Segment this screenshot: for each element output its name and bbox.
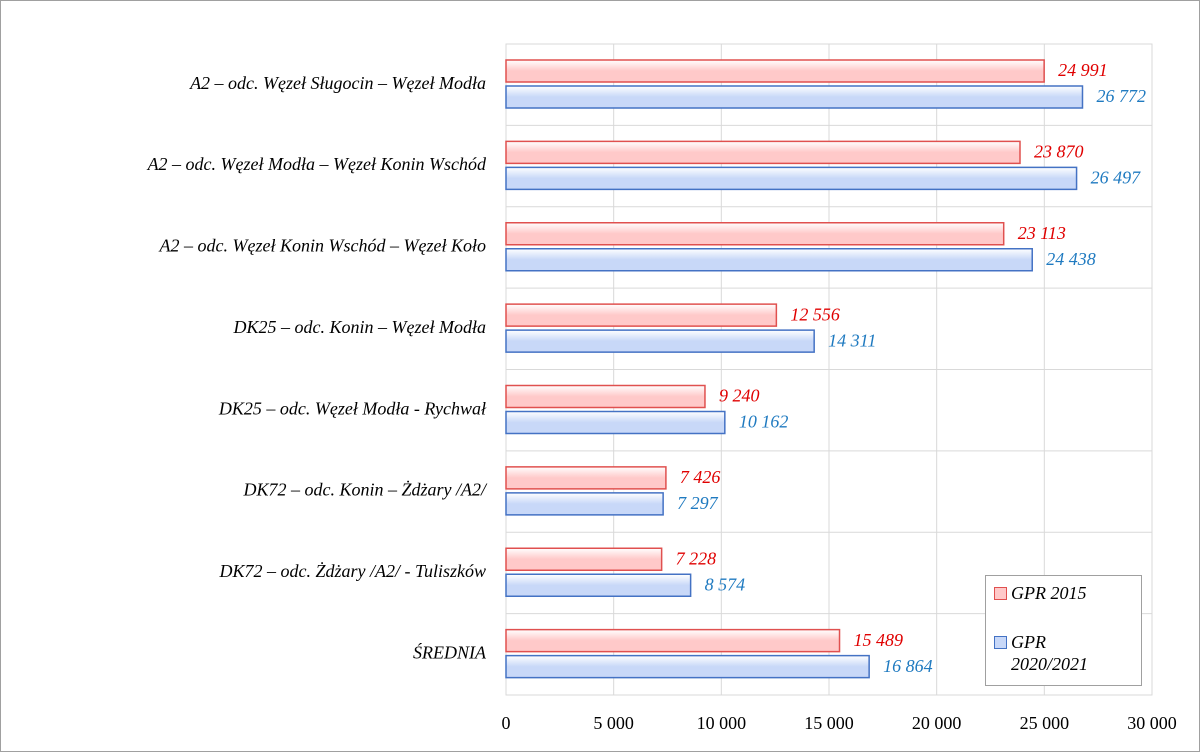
legend-item: GPR 2020/2021 xyxy=(994,631,1134,675)
value-label: 15 489 xyxy=(854,630,904,650)
value-label: 26 497 xyxy=(1091,168,1142,188)
bar xyxy=(505,654,870,679)
category-label: DK25 – odc. Węzeł Modła - Rychwał xyxy=(218,398,487,418)
category-label: DK72 – odc. Konin – Żdżary /A2/ xyxy=(242,480,488,500)
x-tick-label: 10 000 xyxy=(697,713,747,733)
bar xyxy=(505,329,815,353)
value-label: 7 297 xyxy=(677,493,719,513)
legend-label: GPR 2015 xyxy=(1011,583,1087,603)
bar xyxy=(505,573,692,597)
x-tick-label: 15 000 xyxy=(804,713,854,733)
bar xyxy=(505,85,1084,109)
bar xyxy=(505,410,726,435)
value-label: 7 426 xyxy=(680,467,721,487)
category-label: DK72 – odc. Żdżary /A2/ - Tuliszków xyxy=(218,561,486,581)
value-label: 12 556 xyxy=(790,304,840,324)
bar xyxy=(505,303,778,327)
bar xyxy=(505,492,664,516)
legend-swatch xyxy=(994,636,1007,649)
category-label: A2 – odc. Węzeł Modła – Węzeł Konin Wsch… xyxy=(147,154,487,174)
legend-swatch xyxy=(994,587,1007,600)
value-label: 7 228 xyxy=(676,548,717,568)
value-label: 24 991 xyxy=(1058,60,1108,80)
bar xyxy=(505,547,663,571)
category-label: A2 – odc. Węzeł Sługocin – Węzeł Modła xyxy=(189,73,486,93)
value-label: 10 162 xyxy=(739,412,789,432)
bar xyxy=(505,466,667,490)
value-label: 23 113 xyxy=(1018,223,1066,243)
bar xyxy=(505,222,1005,246)
x-tick-label: 25 000 xyxy=(1020,713,1070,733)
bar xyxy=(505,248,1033,272)
bar xyxy=(505,140,1021,165)
x-tick-label: 20 000 xyxy=(912,713,962,733)
category-label: A2 – odc. Węzeł Konin Wschód – Węzeł Koł… xyxy=(159,236,486,256)
legend: GPR 2015 GPR 2020/2021 xyxy=(985,575,1142,686)
bar xyxy=(505,59,1045,83)
bar xyxy=(505,628,841,653)
legend-label: GPR 2020/2021 xyxy=(1011,632,1089,674)
x-tick-label: 30 000 xyxy=(1127,713,1177,733)
value-label: 24 438 xyxy=(1046,249,1096,269)
category-label: DK25 – odc. Konin – Węzeł Modła xyxy=(233,317,486,337)
value-label: 26 772 xyxy=(1096,86,1146,106)
value-label: 8 574 xyxy=(705,574,746,594)
x-tick-label: 0 xyxy=(502,713,511,733)
value-label: 14 311 xyxy=(828,330,876,350)
category-label: ŚREDNIA xyxy=(413,641,487,662)
x-tick-label: 5 000 xyxy=(593,713,634,733)
value-label: 16 864 xyxy=(883,656,933,676)
legend-item: GPR 2015 xyxy=(994,582,1134,604)
value-label: 23 870 xyxy=(1034,142,1084,162)
value-label: 9 240 xyxy=(719,386,760,406)
bar xyxy=(505,166,1078,191)
bar xyxy=(505,384,706,409)
